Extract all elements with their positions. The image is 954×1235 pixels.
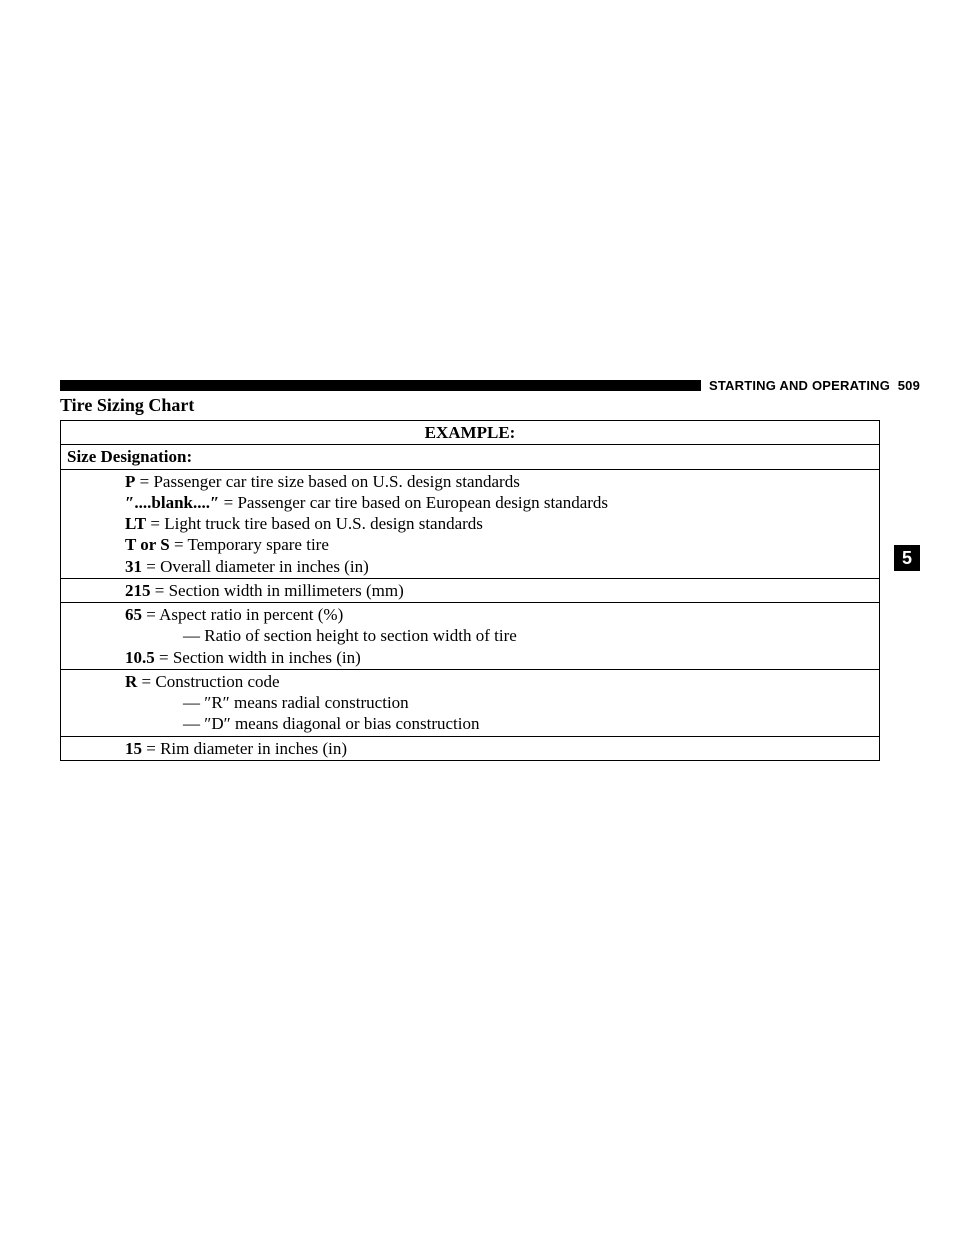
row-r-rest: = Construction code [137,672,279,691]
row-65: 65 = Aspect ratio in percent (%) — Ratio… [61,603,880,670]
row-p: P = Passenger car tire size based on U.S… [61,469,880,578]
section-title: Tire Sizing Chart [60,395,920,416]
row-105-rest: = Section width in inches (in) [155,648,361,667]
section-name: STARTING AND OPERATING [709,378,890,393]
example-header: EXAMPLE: [61,421,880,445]
row-r-sub1: — ″R″ means radial construction [67,692,873,713]
row-105-bold: 10.5 [125,648,155,667]
row-215: 215 = Section width in millimeters (mm) [61,578,880,602]
chapter-tab: 5 [894,545,920,571]
row-15-bold: 15 [125,739,142,758]
page-content: STARTING AND OPERATING 509 Tire Sizing C… [60,380,920,761]
row-r-sub2: — ″D″ means diagonal or bias constructio… [67,713,873,734]
header-rule: STARTING AND OPERATING 509 [60,380,920,391]
row-blank-rest: = Passenger car tire based on European d… [219,493,608,512]
row-31-bold: 31 [125,557,142,576]
header-label: STARTING AND OPERATING 509 [701,378,920,393]
page-number: 509 [898,378,920,393]
size-designation-header: Size Designation: [61,445,880,469]
row-ts-rest: = Temporary spare tire [170,535,329,554]
row-65-rest: = Aspect ratio in percent (%) [142,605,343,624]
row-p-bold: P [125,472,135,491]
row-15: 15 = Rim diameter in inches (in) [61,736,880,760]
row-blank-bold: ″....blank....″ [125,493,219,512]
row-15-rest: = Rim diameter in inches (in) [142,739,347,758]
row-r-bold: R [125,672,137,691]
row-215-rest: = Section width in millimeters (mm) [151,581,404,600]
row-31-rest: = Overall diameter in inches (in) [142,557,369,576]
row-lt-bold: LT [125,514,146,533]
row-lt-rest: = Light truck tire based on U.S. design … [146,514,483,533]
row-ts-bold: T or S [125,535,170,554]
row-65-sub: — Ratio of section height to section wid… [67,625,873,646]
row-r: R = Construction code — ″R″ means radial… [61,669,880,736]
row-p-rest: = Passenger car tire size based on U.S. … [135,472,519,491]
row-215-bold: 215 [125,581,151,600]
tire-sizing-chart: EXAMPLE: Size Designation: P = Passenger… [60,420,880,761]
row-65-bold: 65 [125,605,142,624]
chart-table: EXAMPLE: Size Designation: P = Passenger… [60,420,880,761]
